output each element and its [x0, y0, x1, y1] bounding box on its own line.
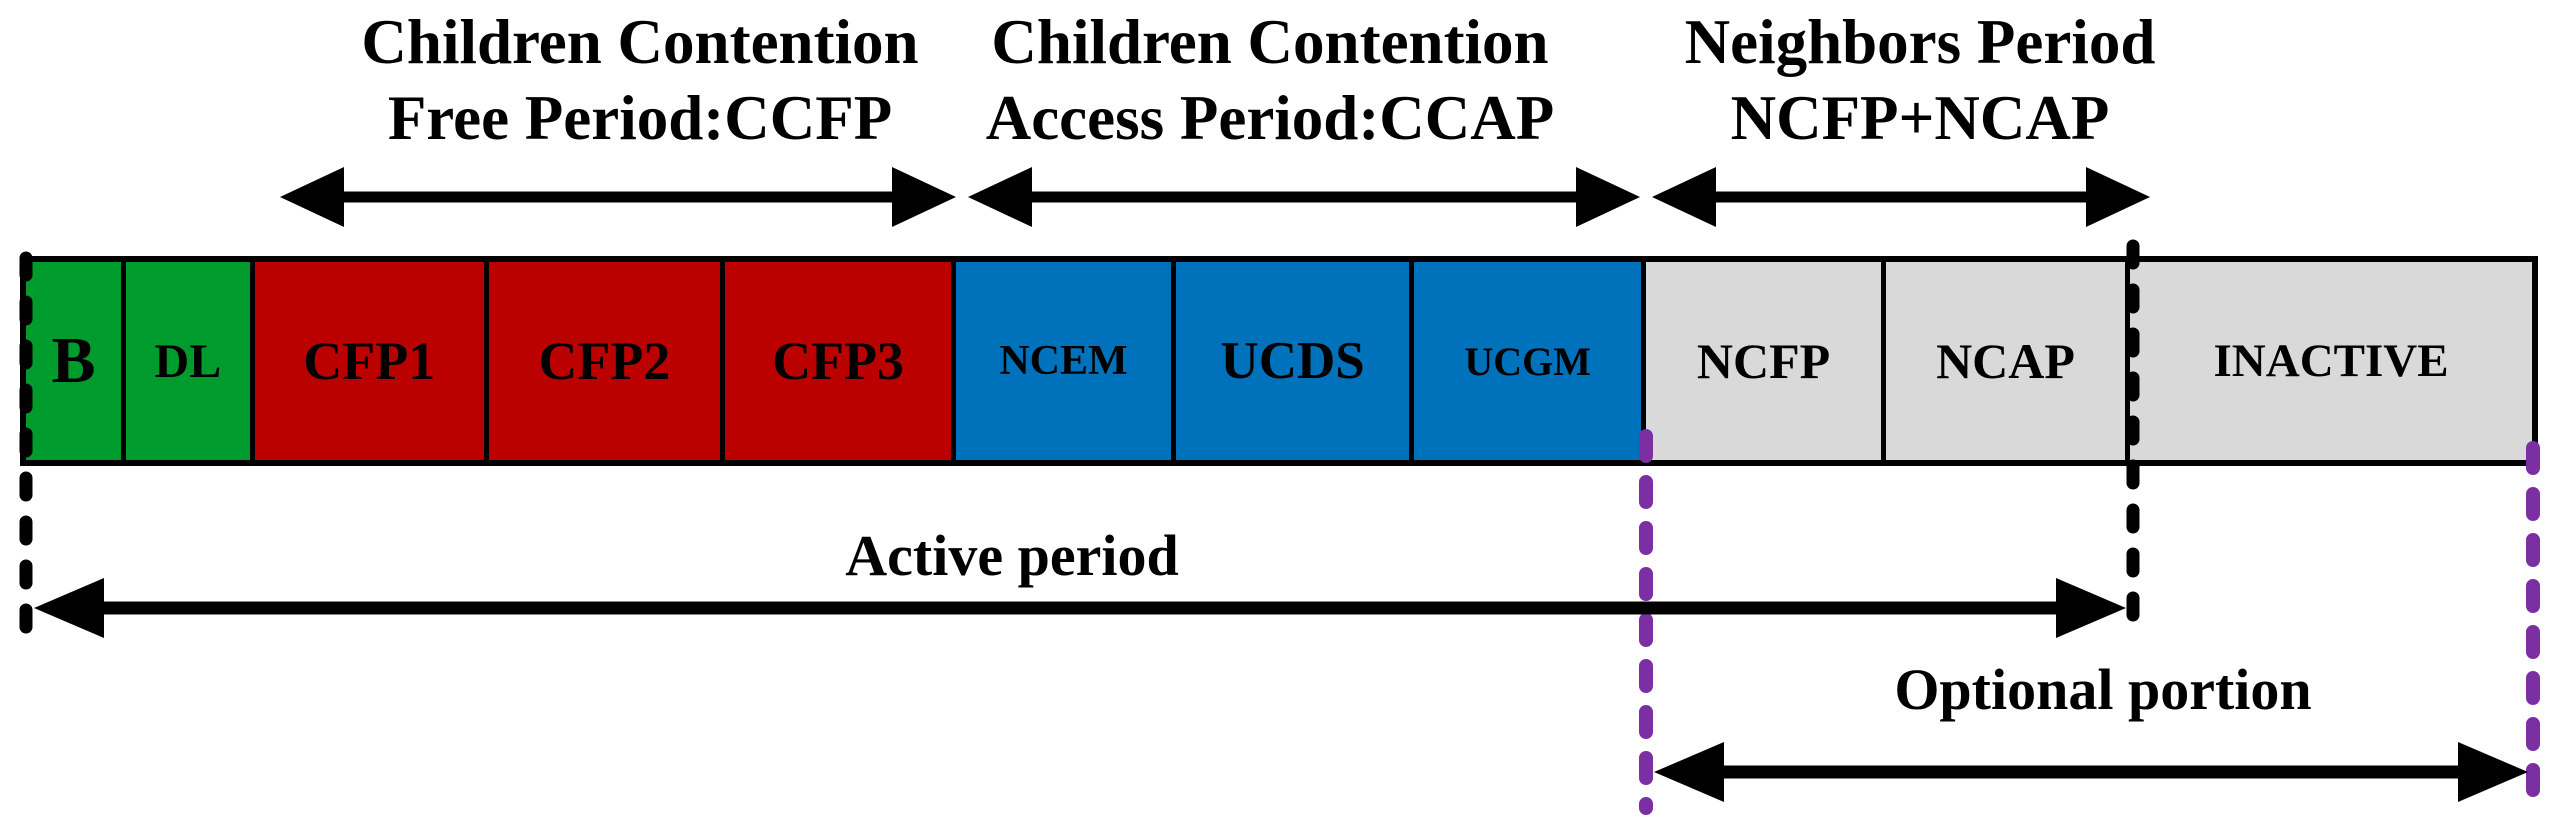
period-header-neighbors-line2: NCFP+NCAP: [1730, 83, 2110, 153]
segment-cfp1: CFP1: [254, 262, 484, 460]
period-header-ccfp-line2: Free Period:CCFP: [387, 83, 893, 153]
optional-portion-label: Optional portion: [1894, 657, 2312, 722]
ccfp-range-arrow: [280, 167, 956, 227]
period-header-ccfp-line1: Children Contention: [361, 7, 919, 77]
segment-ucds-label: UCDS: [1220, 332, 1365, 390]
segment-cfp1-label: CFP1: [303, 331, 436, 391]
segment-cfp3: CFP3: [725, 262, 952, 460]
period-header-neighbors: Neighbors Period NCFP+NCAP: [1660, 4, 2180, 156]
superframe-bar: B DL CFP1 CFP2 CFP3 NCEM UCDS UCGM NCFP …: [20, 256, 2538, 466]
segment-inactive-label: INACTIVE: [2213, 335, 2449, 387]
segment-ncap-label: NCAP: [1936, 333, 2075, 389]
segment-cfp2: CFP2: [488, 262, 721, 460]
active-period-label: Active period: [845, 523, 1179, 588]
segment-inactive: INACTIVE: [2130, 262, 2533, 460]
period-header-ccap: Children Contention Access Period:CCAP: [930, 4, 1610, 156]
optional-portion-arrow: [1654, 742, 2528, 802]
segment-ncem: NCEM: [956, 262, 1171, 460]
segment-cfp2-label: CFP2: [538, 331, 671, 391]
neighbors-range-arrow: [1652, 167, 2150, 227]
period-header-ccap-line1: Children Contention: [991, 7, 1549, 77]
ccap-range-arrow: [968, 167, 1640, 227]
segment-ucgm-label: UCGM: [1464, 338, 1592, 384]
segment-ucds: UCDS: [1175, 262, 1410, 460]
segment-dl: DL: [125, 262, 250, 460]
segment-b-label: B: [51, 324, 96, 397]
segment-dl-label: DL: [154, 334, 222, 388]
segment-ucgm: UCGM: [1414, 262, 1642, 460]
segment-cfp3-label: CFP3: [772, 331, 905, 391]
segment-b: B: [26, 262, 121, 460]
segment-ncem-label: NCEM: [999, 338, 1128, 384]
segment-ncap: NCAP: [1885, 262, 2126, 460]
segment-ncfp-label: NCFP: [1696, 333, 1831, 389]
period-header-ccfp: Children Contention Free Period:CCFP: [300, 4, 980, 156]
period-header-ccap-line2: Access Period:CCAP: [985, 83, 1555, 153]
period-header-neighbors-line1: Neighbors Period: [1684, 7, 2156, 77]
segment-ncfp: NCFP: [1646, 262, 1881, 460]
